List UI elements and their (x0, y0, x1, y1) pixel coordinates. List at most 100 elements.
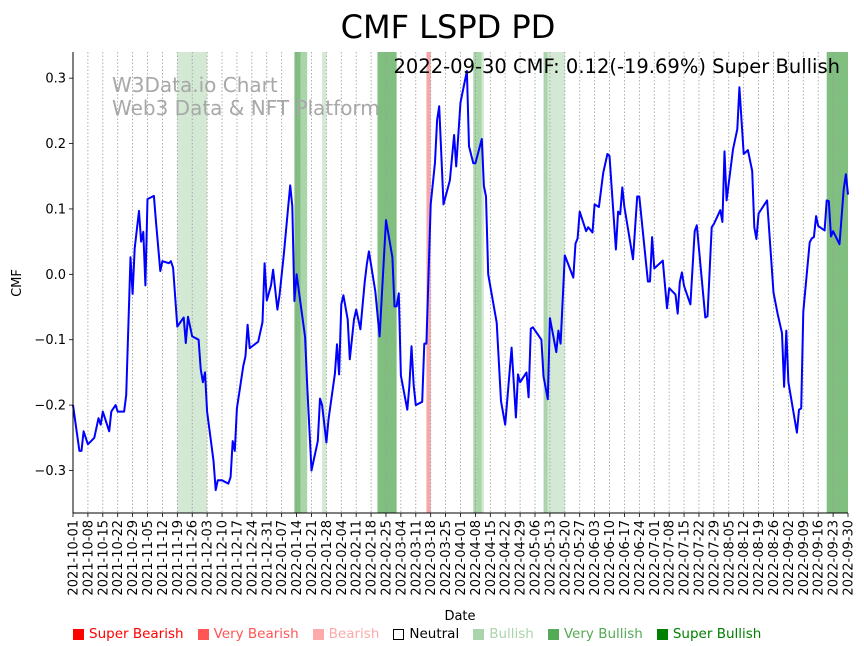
legend-swatch (547, 628, 559, 640)
x-tick-label: 2022-09-30 (842, 520, 857, 596)
legend-item: Bearish (312, 626, 380, 642)
legend-label: Very Bullish (563, 626, 643, 642)
x-tick-label: 2021-12-10 (216, 520, 231, 596)
x-tick-label: 2022-04-15 (484, 520, 499, 596)
x-tick-label: 2022-06-03 (588, 520, 603, 596)
x-tick-label: 2021-10-29 (126, 520, 141, 596)
x-tick-label: 2022-02-18 (365, 520, 380, 596)
band-bullish (322, 52, 327, 513)
x-tick-label: 2021-12-03 (201, 520, 216, 596)
x-tick-label: 2022-04-01 (454, 520, 469, 596)
x-tick-label: 2022-08-12 (737, 520, 752, 596)
x-tick-label: 2022-08-05 (722, 520, 737, 596)
x-tick-label: 2022-09-09 (797, 520, 812, 596)
band-bullish (547, 52, 565, 513)
x-tick-label: 2022-04-08 (469, 520, 484, 596)
x-tick-label: 2021-11-26 (186, 520, 201, 596)
legend-label: Bullish (489, 626, 534, 642)
x-tick-label: 2022-05-13 (543, 520, 558, 596)
latest-value-annotation: 2022-09-30 CMF: 0.12(-19.69%) Super Bull… (394, 55, 841, 78)
legend-swatch (197, 628, 209, 640)
y-tick-label: 0.2 (45, 137, 66, 152)
legend-swatch (473, 628, 485, 640)
x-tick-label: 2022-04-22 (499, 520, 514, 596)
x-tick-label: 2022-06-10 (603, 520, 618, 596)
y-tick-label: 0.0 (45, 268, 66, 283)
x-tick-label: 2022-03-11 (409, 520, 424, 596)
x-tick-label: 2022-03-04 (394, 520, 409, 596)
legend-label: Neutral (409, 626, 460, 642)
y-tick-label: 0.1 (45, 202, 66, 217)
x-tick-label: 2022-07-15 (678, 520, 693, 596)
x-tick-label: 2022-01-07 (275, 520, 290, 596)
x-tick-label: 2022-09-23 (827, 520, 842, 596)
y-tick-label: −0.1 (34, 333, 66, 348)
x-tick-label: 2022-01-21 (305, 520, 320, 596)
legend: Super Bearish Very Bearish Bearish Neutral B… (73, 625, 864, 643)
band-bullish (481, 52, 484, 513)
x-tick-label: 2021-12-17 (230, 520, 245, 596)
x-tick-label: 2022-02-25 (379, 520, 394, 596)
y-tick-label: −0.3 (34, 464, 66, 479)
x-tick-label: 2022-06-24 (633, 520, 648, 596)
y-tick-label: 0.3 (45, 72, 66, 87)
x-tick-label: 2022-07-08 (663, 520, 678, 596)
legend-label: Very Bearish (213, 626, 299, 642)
legend-item: Super Bearish (73, 626, 184, 642)
band-super-bullish (826, 52, 848, 513)
band-bullish (177, 52, 208, 513)
watermark-line-1: W3Data.io Chart (112, 73, 278, 97)
x-tick-label: 2022-05-27 (573, 520, 588, 596)
x-tick-label: 2022-01-28 (320, 520, 335, 596)
legend-swatch (73, 628, 84, 640)
legend-item: Very Bullish (547, 626, 643, 642)
band-very-bullish (543, 52, 548, 513)
x-tick-label: 2021-10-15 (96, 520, 111, 596)
x-tick-label: 2021-12-31 (260, 520, 275, 596)
legend-item: Very Bearish (197, 626, 299, 642)
x-tick-label: 2022-08-19 (752, 520, 767, 596)
legend-swatch (393, 628, 405, 640)
x-tick-label: 2021-11-05 (141, 520, 156, 596)
x-tick-label: 2021-12-24 (245, 520, 260, 596)
watermark-line-2: Web3 Data & NFT Platform (112, 96, 380, 120)
x-tick-label: 2021-10-22 (111, 520, 126, 596)
x-tick-label: 2022-07-01 (648, 520, 663, 596)
signal-bands (177, 52, 848, 513)
x-tick-label: 2022-04-29 (514, 520, 529, 596)
x-tick-label: 2021-11-12 (156, 520, 171, 596)
band-very-bullish (300, 52, 308, 513)
legend-label: Bearish (328, 626, 380, 642)
x-tick-label: 2022-02-11 (350, 520, 365, 596)
x-tick-label: 2021-10-01 (67, 520, 82, 596)
x-tick-label: 2022-09-16 (812, 520, 827, 596)
y-tick-label: −0.2 (34, 399, 66, 414)
x-tick-label: 2022-01-14 (290, 520, 305, 596)
x-tick-label: 2021-11-19 (171, 520, 186, 596)
band-very-bullish (473, 52, 482, 513)
x-tick-label: 2022-09-02 (782, 520, 797, 596)
x-tick-label: 2022-07-29 (707, 520, 722, 596)
legend-label: Super Bearish (89, 626, 184, 642)
x-tick-label: 2022-03-25 (439, 520, 454, 596)
y-axis-label: CMF (10, 269, 25, 297)
x-tick-label: 2022-05-06 (529, 520, 544, 596)
legend-label: Super Bullish (672, 626, 762, 642)
x-tick-label: 2022-02-04 (335, 520, 350, 596)
legend-swatch (312, 628, 324, 640)
legend-item: Bullish (473, 626, 534, 642)
legend-item: Neutral (393, 626, 459, 642)
legend-swatch (656, 628, 668, 640)
band-super-bullish (377, 52, 397, 513)
x-axis-label: Date (444, 609, 475, 624)
axes: 2021-10-01 2021-10-08 2021-10-15 2021-10-22… (34, 52, 857, 596)
x-tick-label: 2022-03-18 (424, 520, 439, 596)
legend-item: Super Bullish (656, 626, 762, 642)
x-tick-label: 2022-05-20 (558, 520, 573, 596)
x-tick-label: 2022-06-17 (618, 520, 633, 596)
chart-title: CMF LSPD PD (341, 8, 556, 46)
x-tick-label: 2022-07-22 (692, 520, 707, 596)
x-tick-label: 2022-08-26 (767, 520, 782, 596)
x-tick-label: 2021-10-08 (81, 520, 96, 596)
